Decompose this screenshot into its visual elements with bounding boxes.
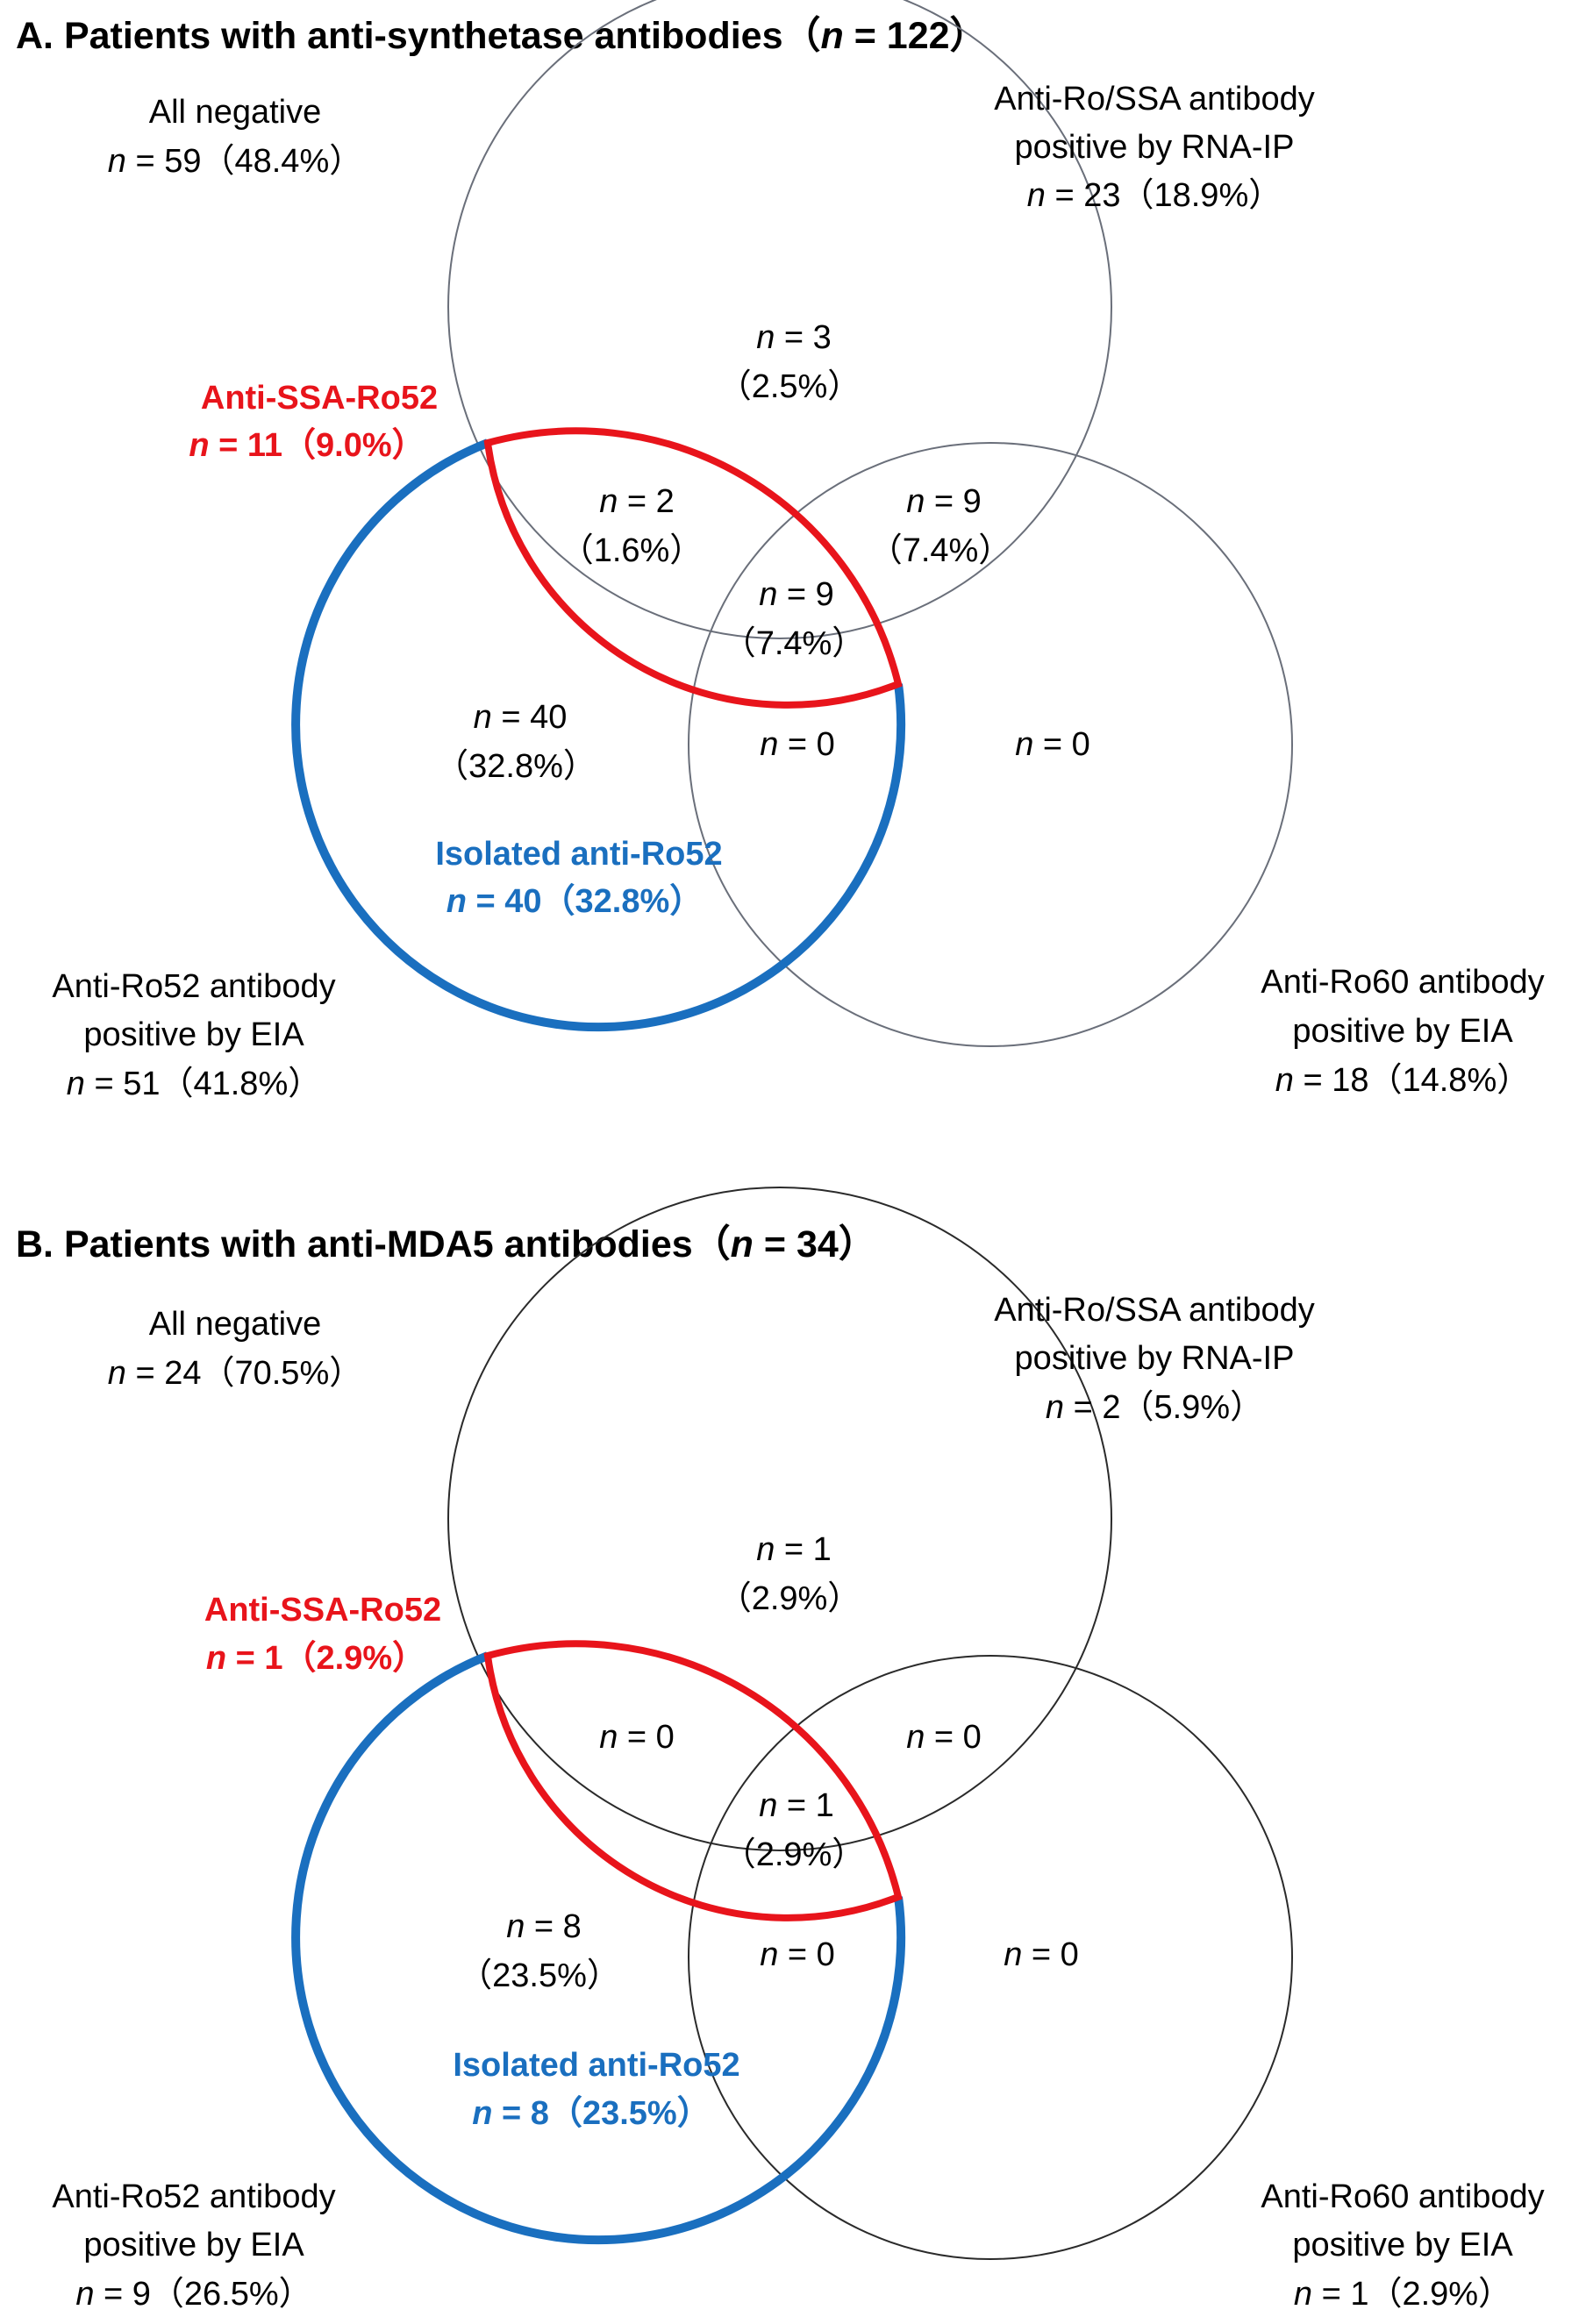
svg-text:Anti-Ro60 antibody: Anti-Ro60 antibody <box>1261 2178 1544 2215</box>
svg-text:（7.4%）: （7.4%） <box>869 532 1012 569</box>
svg-text:Anti-Ro52 antibody: Anti-Ro52 antibody <box>52 968 335 1005</box>
region-ro52-only: n = 40 （32.8%） <box>435 699 596 785</box>
svg-text:（23.5%）: （23.5%） <box>459 1957 620 1994</box>
ro60-label: Anti-Ro60 antibody positive by EIA n = 1… <box>1261 964 1544 1099</box>
svg-text:All negative: All negative <box>149 94 321 131</box>
svg-text:Isolated anti-Ro52: Isolated anti-Ro52 <box>453 2047 739 2084</box>
region-ro52-ro60: n = 0 <box>760 1936 835 1973</box>
panel-b: B. Patients with anti-MDA5 antibodies（n … <box>16 1187 1545 2313</box>
region-ssa-ro60: n = 0 <box>906 1719 982 1756</box>
svg-text:Anti-Ro/SSA antibody: Anti-Ro/SSA antibody <box>994 81 1314 118</box>
ro52-circle-isolated-outline <box>291 438 906 1032</box>
svg-text:n = 1: n = 1 <box>759 1787 834 1824</box>
svg-text:positive by RNA-IP: positive by RNA-IP <box>1015 1340 1295 1377</box>
svg-text:n = 1（2.9%）: n = 1（2.9%） <box>1294 2276 1511 2313</box>
svg-text:（7.4%）: （7.4%） <box>723 625 866 662</box>
region-ro52-only: n = 8 （23.5%） <box>459 1908 620 1994</box>
svg-text:n = 51（41.8%）: n = 51（41.8%） <box>67 1066 321 1102</box>
svg-text:n = 1（2.9%）: n = 1（2.9%） <box>206 1640 425 1677</box>
svg-text:n = 9: n = 9 <box>906 483 982 520</box>
svg-text:All negative: All negative <box>149 1306 321 1343</box>
svg-text:Anti-SSA-Ro52: Anti-SSA-Ro52 <box>204 1592 441 1629</box>
region-ssa-ro52: n = 2 （1.6%） <box>561 483 704 569</box>
svg-text:n = 8: n = 8 <box>506 1908 582 1945</box>
ro-ssa-label: Anti-Ro/SSA antibody positive by RNA-IP … <box>994 1292 1314 1426</box>
all-negative-label: All negative n = 59（48.4%） <box>108 94 362 180</box>
svg-text:n = 0: n = 0 <box>906 1719 982 1756</box>
ro60-circle <box>688 442 1293 1047</box>
ro52-ssa-lens-outline <box>483 1640 903 1921</box>
svg-text:n = 0: n = 0 <box>760 726 835 763</box>
svg-text:positive by RNA-IP: positive by RNA-IP <box>1015 129 1295 166</box>
ro-ssa-circle <box>447 1187 1112 1851</box>
svg-text:（32.8%）: （32.8%） <box>435 748 596 785</box>
svg-text:n = 9: n = 9 <box>759 576 834 613</box>
ro-ssa-circle <box>447 0 1112 639</box>
svg-text:Anti-Ro60 antibody: Anti-Ro60 antibody <box>1261 964 1544 1001</box>
panel-a: A. Patients with anti-synthetase antibod… <box>16 0 1545 1102</box>
svg-text:positive by EIA: positive by EIA <box>83 2227 304 2263</box>
svg-text:n = 40: n = 40 <box>474 699 568 736</box>
svg-text:Anti-Ro52 antibody: Anti-Ro52 antibody <box>52 2178 335 2215</box>
svg-text:Anti-Ro/SSA antibody: Anti-Ro/SSA antibody <box>994 1292 1314 1329</box>
svg-text:n = 0: n = 0 <box>1004 1936 1079 1973</box>
svg-text:Anti-SSA-Ro52: Anti-SSA-Ro52 <box>201 380 438 417</box>
region-ssa-only: n = 3 （2.5%） <box>718 319 861 405</box>
region-ssa-ro52: n = 0 <box>599 1719 675 1756</box>
svg-text:（2.9%）: （2.9%） <box>723 1836 866 1873</box>
svg-text:n = 18（14.8%）: n = 18（14.8%） <box>1275 1062 1530 1099</box>
region-all-three: n = 9 （7.4%） <box>723 576 866 662</box>
svg-text:n = 1: n = 1 <box>756 1531 832 1568</box>
isolated-anti-ro52-label: Isolated anti-Ro52 n = 40（32.8%） <box>435 836 722 920</box>
svg-text:n = 59（48.4%）: n = 59（48.4%） <box>108 143 362 180</box>
svg-text:n = 9（26.5%）: n = 9（26.5%） <box>75 2276 311 2313</box>
svg-text:n = 11（9.0%）: n = 11（9.0%） <box>189 427 425 464</box>
svg-text:（2.9%）: （2.9%） <box>718 1580 861 1617</box>
svg-text:positive by EIA: positive by EIA <box>1292 2227 1513 2263</box>
region-ro60-only: n = 0 <box>1015 726 1090 763</box>
svg-text:n = 0: n = 0 <box>760 1936 835 1973</box>
ro-ssa-label: Anti-Ro/SSA antibody positive by RNA-IP … <box>994 81 1314 214</box>
svg-text:positive by EIA: positive by EIA <box>83 1016 304 1053</box>
panel-a-title: A. Patients with anti-synthetase antibod… <box>16 15 988 57</box>
panel-b-title: B. Patients with anti-MDA5 antibodies（n … <box>16 1223 876 1265</box>
all-negative-label: All negative n = 24（70.5%） <box>108 1306 362 1392</box>
svg-text:n = 0: n = 0 <box>599 1719 675 1756</box>
svg-text:n = 40（32.8%）: n = 40（32.8%） <box>446 883 704 920</box>
svg-text:n = 2（5.9%）: n = 2（5.9%） <box>1046 1389 1263 1426</box>
isolated-anti-ro52-label: Isolated anti-Ro52 n = 8（23.5%） <box>453 2047 739 2132</box>
anti-ssa-ro52-label: Anti-SSA-Ro52 n = 11（9.0%） <box>189 380 438 464</box>
svg-text:（2.5%）: （2.5%） <box>718 368 861 405</box>
svg-text:n = 24（70.5%）: n = 24（70.5%） <box>108 1355 362 1392</box>
anti-ssa-ro52-label: Anti-SSA-Ro52 n = 1（2.9%） <box>204 1592 441 1677</box>
svg-text:n = 0: n = 0 <box>1015 726 1090 763</box>
region-ro60-only: n = 0 <box>1004 1936 1079 1973</box>
svg-text:n = 8（23.5%）: n = 8（23.5%） <box>472 2095 710 2132</box>
svg-text:Isolated anti-Ro52: Isolated anti-Ro52 <box>435 836 722 873</box>
ro52-label: Anti-Ro52 antibody positive by EIA n = 5… <box>52 968 335 1102</box>
svg-text:n = 2: n = 2 <box>599 483 675 520</box>
region-ssa-ro60: n = 9 （7.4%） <box>869 483 1012 569</box>
ro60-circle <box>688 1655 1293 2260</box>
ro52-ssa-lens-outline <box>483 427 903 709</box>
region-ro52-ro60: n = 0 <box>760 726 835 763</box>
svg-text:n = 23（18.9%）: n = 23（18.9%） <box>1027 177 1282 214</box>
svg-text:positive by EIA: positive by EIA <box>1292 1013 1513 1050</box>
region-ssa-only: n = 1 （2.9%） <box>718 1531 861 1617</box>
svg-text:n = 3: n = 3 <box>756 319 832 356</box>
ro60-label: Anti-Ro60 antibody positive by EIA n = 1… <box>1261 2178 1544 2313</box>
ro52-circle-isolated-outline <box>291 1651 906 2245</box>
region-all-three: n = 1 （2.9%） <box>723 1787 866 1873</box>
ro52-label: Anti-Ro52 antibody positive by EIA n = 9… <box>52 2178 335 2313</box>
svg-text:（1.6%）: （1.6%） <box>561 532 704 569</box>
